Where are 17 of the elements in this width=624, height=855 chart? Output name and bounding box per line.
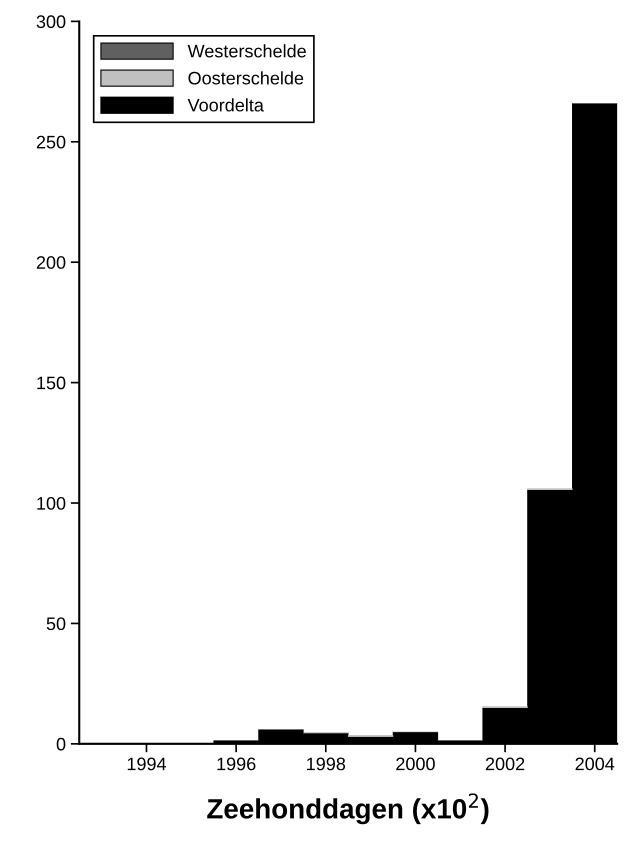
y-tick-label: 300 <box>36 15 66 28</box>
legend-label: Westerschelde <box>188 44 306 58</box>
y-tick-label: 250 <box>36 136 66 149</box>
y-tick-label: 150 <box>37 376 66 390</box>
x-tick-label: 1996 <box>217 758 256 770</box>
x-tick-label: 2004 <box>576 758 614 770</box>
legend-label: Oosterschelde <box>188 71 304 85</box>
x-axis-title: Zeehonddagen (x10$^{2}$) <box>207 793 489 824</box>
y-tick-label: 200 <box>36 256 66 269</box>
x-tick-label: 1994 <box>128 758 166 770</box>
x-tick-label: 2002 <box>486 758 524 770</box>
x-tick-label: 1998 <box>307 758 346 770</box>
y-tick-label: 0 <box>56 738 66 751</box>
y-tick-label: 100 <box>37 496 66 510</box>
legend-label: Voordelta <box>188 98 264 112</box>
x-tick-label: 2000 <box>396 758 435 770</box>
y-tick-label: 50 <box>46 617 66 630</box>
